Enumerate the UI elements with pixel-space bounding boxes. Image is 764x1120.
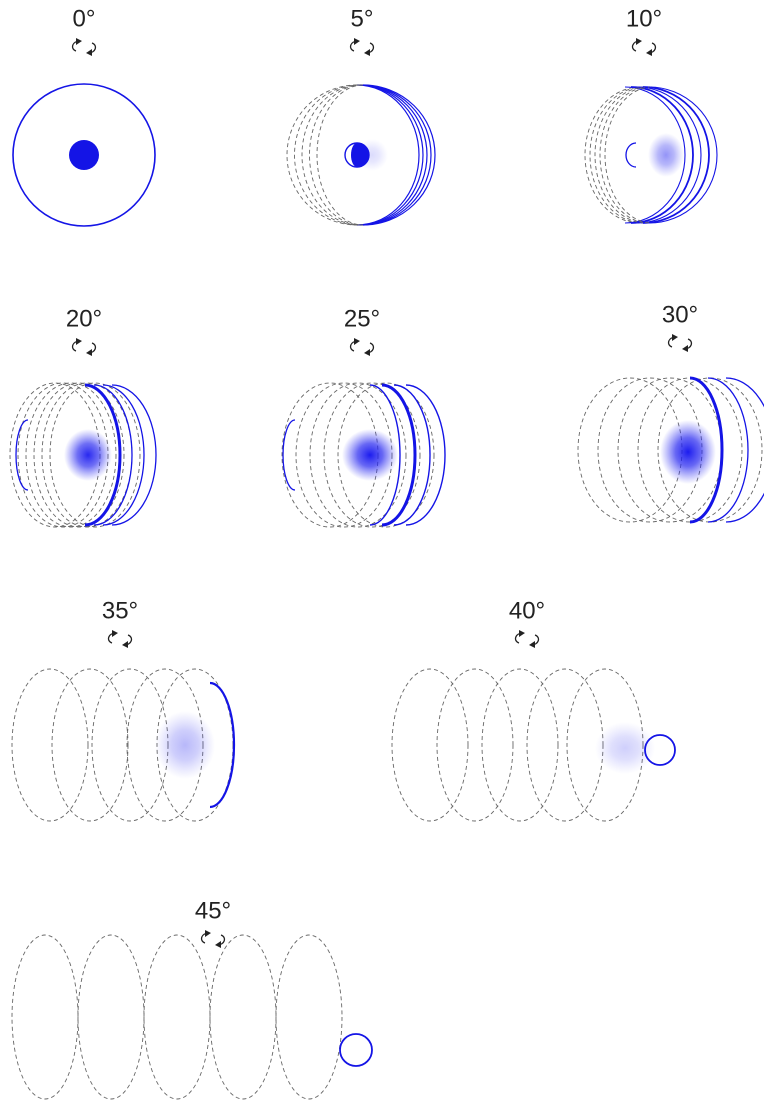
rotate-icon	[354, 338, 360, 345]
blur-spot	[660, 420, 716, 484]
dashed-outline	[392, 669, 468, 821]
angle-label: 20°	[66, 305, 102, 332]
dashed-arc	[590, 87, 643, 223]
rotate-icon	[646, 49, 652, 56]
dashed-outline	[12, 669, 88, 821]
rotate-icon	[76, 338, 82, 345]
rotate-icon	[112, 630, 118, 637]
dashed-arc	[600, 87, 649, 223]
rotate-icon	[364, 349, 370, 356]
blur-spot	[64, 429, 112, 481]
dashed-outline	[437, 669, 513, 821]
blur-spot	[342, 429, 398, 481]
rotate-icon	[76, 38, 82, 45]
dashed-arc	[295, 85, 359, 225]
blue-arc	[726, 378, 764, 522]
rotate-icon	[122, 641, 128, 648]
small-circle	[340, 1034, 372, 1066]
rotate-icon	[86, 49, 92, 56]
rotate-icon	[682, 345, 688, 352]
dashed-outline	[144, 935, 210, 1099]
angle-label: 30°	[662, 301, 698, 328]
dashed-outline	[276, 935, 342, 1099]
angle-label: 5°	[351, 5, 374, 32]
rotate-icon	[215, 941, 221, 948]
dashed-arc	[595, 87, 646, 223]
rotate-icon	[636, 38, 642, 45]
dashed-arc	[287, 85, 357, 225]
angle-label: 45°	[195, 897, 231, 924]
dashed-outline	[12, 935, 78, 1099]
dot	[69, 140, 99, 170]
dashed-arc	[605, 87, 652, 223]
rotate-icon	[354, 38, 360, 45]
blur-spot	[155, 711, 215, 779]
blue-arc	[283, 420, 295, 490]
blue-arc	[406, 385, 445, 525]
angle-label: 25°	[344, 305, 380, 332]
dashed-outline	[527, 669, 603, 821]
blur-spot	[648, 133, 684, 177]
rotate-icon	[364, 49, 370, 56]
dashed-arc	[585, 87, 640, 223]
angle-label: 35°	[102, 597, 138, 624]
angle-label: 40°	[509, 597, 545, 624]
rotate-icon	[519, 630, 525, 637]
dashed-outline	[482, 669, 558, 821]
angle-label: 0°	[73, 5, 96, 32]
dashed-outline	[52, 669, 128, 821]
dashed-outline	[78, 935, 144, 1099]
blue-arc	[626, 143, 636, 167]
dashed-outline	[210, 935, 276, 1099]
rotate-icon	[529, 641, 535, 648]
diagram: 0° 5° 10° 20° 25° 30° 35° 40° 45°	[0, 0, 764, 1120]
rotate-icon	[86, 349, 92, 356]
rotate-icon	[672, 334, 678, 341]
rotate-icon	[205, 930, 211, 937]
angle-label: 10°	[626, 5, 662, 32]
